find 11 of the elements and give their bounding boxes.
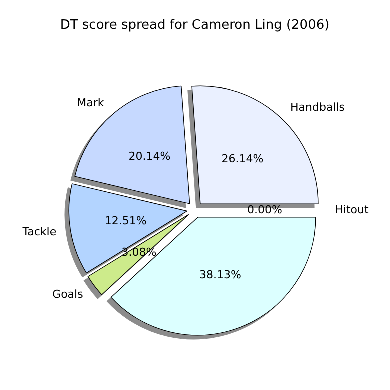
chart-title: DT score spread for Cameron Ling (2006) xyxy=(60,18,330,33)
data-label: 38.13% xyxy=(200,268,242,282)
slice-label: Handballs xyxy=(290,100,346,114)
data-label: 20.14% xyxy=(128,150,171,164)
text: 0.00% xyxy=(248,204,282,216)
data-label: 12.51% xyxy=(104,214,147,228)
slice-label: Tackle xyxy=(22,226,57,239)
data-label: 26.14% xyxy=(222,152,264,166)
slice-label: Goals xyxy=(52,288,84,302)
category-label: Hitout xyxy=(335,204,369,216)
slice-label: Mark xyxy=(77,96,105,110)
